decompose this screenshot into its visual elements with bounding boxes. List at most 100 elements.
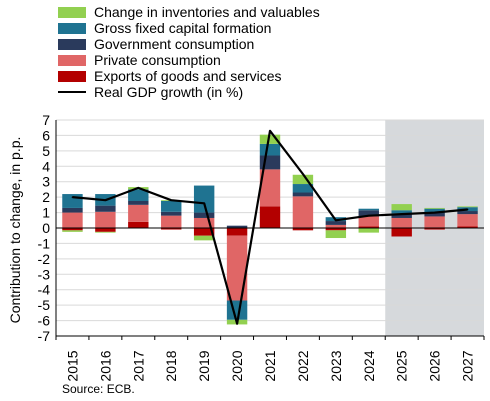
- bar-segment: [161, 215, 182, 228]
- legend-swatch-gfcf: [58, 22, 86, 34]
- gdp-growth-point: [466, 208, 469, 211]
- bar-segment: [193, 217, 215, 228]
- y-tick-label: 0: [42, 220, 50, 236]
- bar-segment: [292, 174, 314, 185]
- bar-segment: [226, 228, 248, 236]
- bar-segment: [95, 205, 116, 212]
- y-tick-label: -5: [38, 297, 51, 313]
- y-tick-label: 3: [42, 174, 50, 190]
- bar-segment: [391, 213, 412, 218]
- bar-segment: [193, 212, 215, 218]
- bar-segment: [62, 230, 83, 232]
- x-tick-label: 2018: [163, 350, 179, 381]
- bar-segment: [358, 226, 379, 228]
- bar-segment: [62, 212, 83, 228]
- legend-item-gfcf: Gross fixed capital formation: [58, 20, 320, 36]
- bar-segment: [128, 201, 149, 205]
- y-tick-label: 2: [42, 189, 50, 205]
- gdp-growth-point: [137, 187, 140, 189]
- bar-segment: [358, 210, 379, 217]
- bar-segment: [424, 216, 445, 228]
- bar-segment: [325, 224, 347, 228]
- x-tick-label: 2017: [130, 350, 146, 381]
- legend-item-government: Government consumption: [58, 36, 320, 52]
- bar-segment: [62, 207, 83, 213]
- gdp-growth-point: [335, 219, 337, 222]
- y-tick-label: 7: [42, 112, 50, 128]
- gdp-growth-point: [236, 322, 238, 325]
- gdp-growth-point: [367, 214, 370, 217]
- gdp-growth-point: [170, 199, 173, 202]
- bar-segment: [457, 206, 478, 208]
- bar-segment: [128, 204, 149, 222]
- legend-swatch-gdp-line: [58, 91, 86, 93]
- legend-label-exports: Exports of goods and services: [94, 68, 282, 84]
- bar-segment: [128, 189, 149, 201]
- bar-segment: [259, 134, 281, 144]
- legend-label-private: Private consumption: [94, 52, 221, 68]
- y-tick-label: -1: [38, 235, 51, 251]
- bar-segment: [391, 204, 412, 211]
- bar-segment: [292, 184, 314, 193]
- bar-segment: [457, 211, 478, 215]
- bar-segment: [161, 201, 182, 212]
- bar-segment: [62, 228, 83, 231]
- x-tick-label: 2020: [229, 350, 245, 381]
- chart-legend: Change in inventories and valuables Gros…: [58, 4, 320, 100]
- legend-label-government: Government consumption: [94, 36, 255, 52]
- y-tick-label: 6: [42, 127, 50, 143]
- bar-segment: [457, 214, 478, 227]
- y-tick-label: 5: [42, 143, 50, 159]
- bar-segment: [95, 228, 116, 232]
- legend-item-gdp: Real GDP growth (in %): [58, 84, 320, 100]
- bar-segment: [358, 216, 379, 227]
- bar-segment: [292, 192, 314, 197]
- bar-segment: [424, 208, 445, 213]
- legend-label-gdp: Real GDP growth (in %): [94, 84, 244, 100]
- x-tick-label: 2025: [394, 350, 410, 381]
- legend-swatch-government: [58, 38, 86, 50]
- bar-segment: [193, 235, 215, 241]
- legend-swatch-exports: [58, 70, 86, 82]
- bar-segment: [424, 212, 445, 217]
- gdp-growth-point: [400, 213, 403, 215]
- bar-segment: [325, 221, 347, 225]
- legend-item-private: Private consumption: [58, 52, 320, 68]
- bar-segment: [391, 217, 412, 228]
- source-note: Source: ECB.: [62, 382, 135, 396]
- y-tick-label: -3: [38, 266, 51, 282]
- y-tick-label: -6: [38, 313, 51, 329]
- bar-segment: [95, 231, 116, 233]
- bar-segment: [391, 210, 412, 214]
- x-tick-label: 2024: [361, 350, 377, 381]
- legend-label-inventories: Change in inventories and valuables: [94, 4, 320, 20]
- bar-segment: [457, 226, 478, 228]
- x-tick-label: 2027: [460, 350, 476, 381]
- y-tick-label: 1: [42, 205, 50, 221]
- bar-segment: [292, 228, 314, 231]
- x-tick-label: 2021: [262, 350, 278, 381]
- x-tick-label: 2016: [97, 350, 113, 381]
- bar-segment: [424, 228, 445, 230]
- bar-segment: [358, 208, 379, 211]
- bar-segment: [424, 207, 445, 209]
- bar-segment: [325, 230, 347, 239]
- gdp-growth-point: [71, 196, 74, 198]
- bar-segment: [226, 300, 248, 320]
- bar-segment: [259, 143, 281, 156]
- gdp-growth-point: [269, 130, 271, 132]
- bar-segment: [259, 169, 281, 207]
- bar-segment: [292, 196, 314, 228]
- legend-swatch-private: [58, 54, 86, 66]
- bar-segment: [62, 194, 83, 208]
- bar-segment: [95, 211, 116, 228]
- y-tick-label: -4: [38, 282, 51, 298]
- gdp-growth-point: [104, 199, 107, 202]
- bar-segment: [226, 225, 248, 228]
- bar-segment: [259, 206, 281, 228]
- legend-label-gfcf: Gross fixed capital formation: [94, 20, 272, 36]
- gdp-growth-point: [302, 173, 304, 175]
- bar-segment: [358, 228, 379, 233]
- legend-swatch-inventories: [58, 6, 86, 18]
- y-tick-label: 4: [42, 158, 50, 174]
